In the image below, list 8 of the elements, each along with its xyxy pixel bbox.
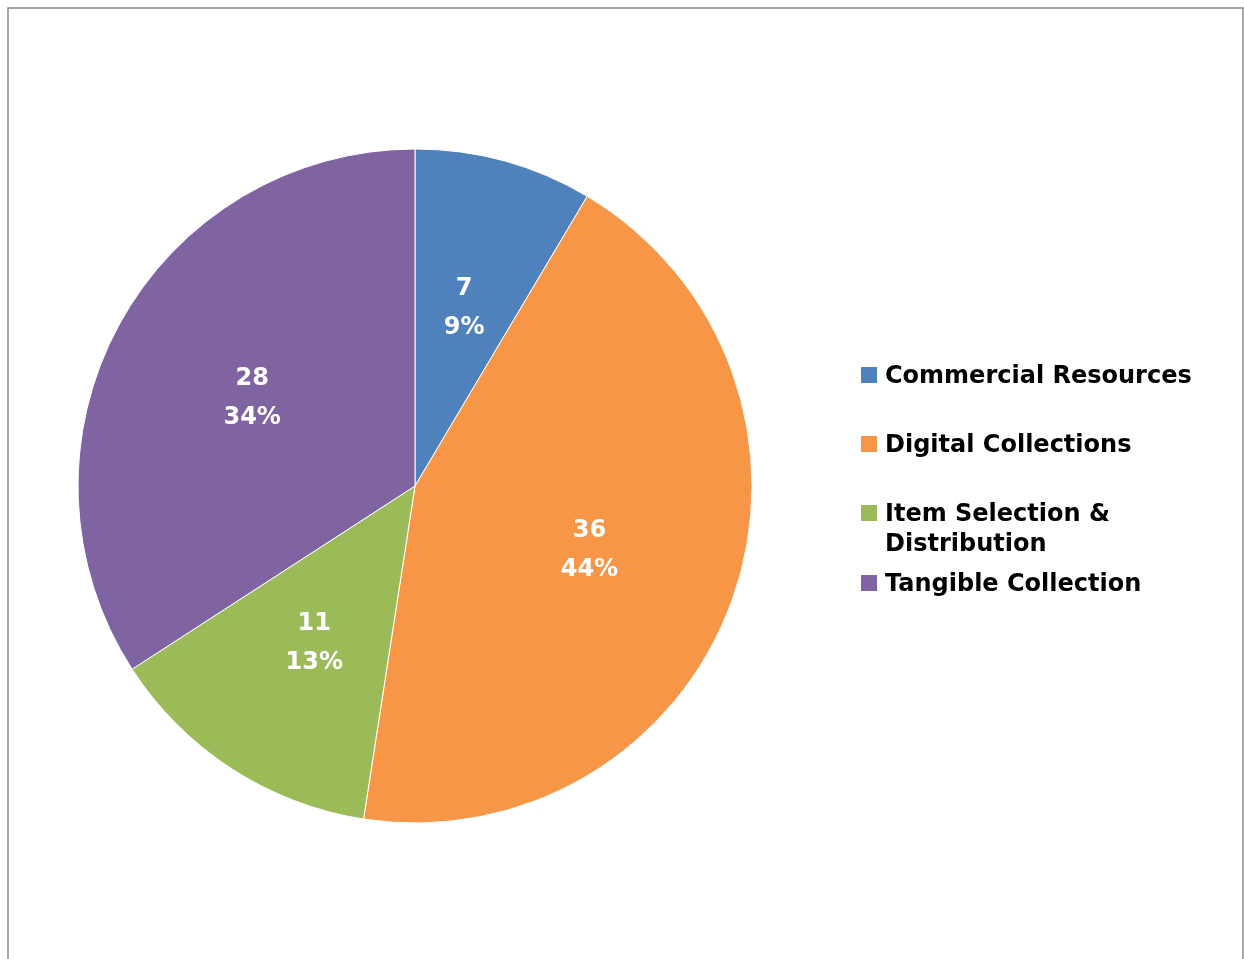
legend-label: Commercial Resources <box>885 361 1192 389</box>
data-label: 7 9% <box>443 273 485 341</box>
legend-label: Tangible Collection <box>885 569 1142 597</box>
data-label: 28 34% <box>223 363 281 431</box>
data-label: 11 13% <box>285 607 343 675</box>
data-label: 36 44% <box>560 514 619 582</box>
legend-label: Item Selection & Distribution <box>885 499 1110 557</box>
legend-label: Digital Collections <box>885 430 1132 458</box>
